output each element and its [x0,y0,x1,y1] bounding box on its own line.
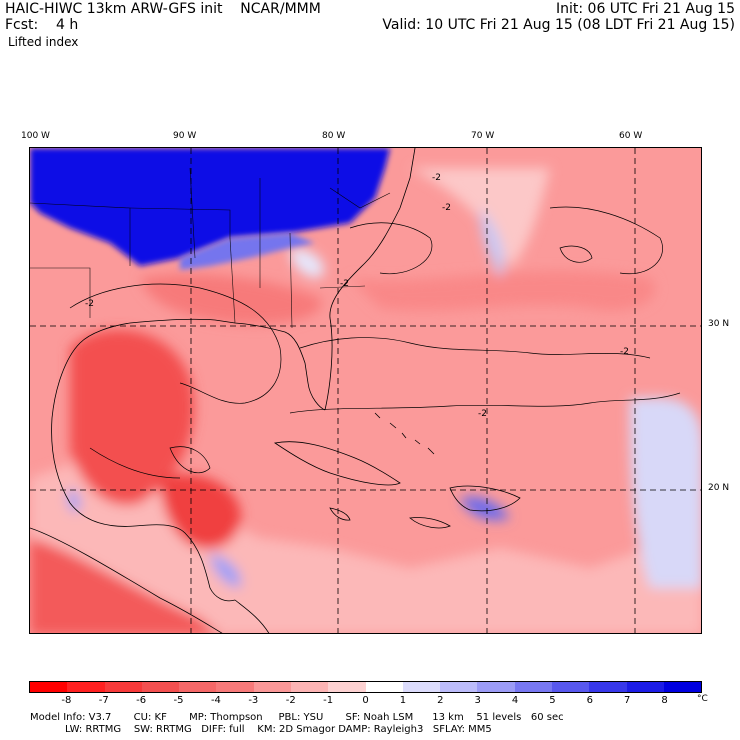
color-scale-tick-label: 0 [362,695,369,706]
color-scale-swatch [514,682,552,692]
color-scale-tick-label: -1 [323,695,334,706]
valid-time: Valid: 10 UTC Fri 21 Aug 15 (08 LDT Fri … [382,17,735,33]
lifted-index-map: -2 -2 -2 -2 -2 -2 [29,147,702,634]
color-scale-swatch [67,682,105,692]
state-borders [30,167,391,329]
color-scale-tick-label: -2 [285,695,296,706]
forecast-hour: Fcst: 4 h [5,17,79,33]
color-scale-tick-label: 6 [586,695,594,706]
lon-label-80w: 80 W [322,131,346,141]
graticule [30,148,701,633]
contour-minus2 [69,206,681,479]
color-scale-swatch [104,682,142,692]
color-scale-swatch [30,682,68,692]
model-info-line1: Model Info: V3.7 CU: KF MP: Thompson PBL… [30,712,564,723]
model-title: HAIC-HIWC 13km ARW-GFS init NCAR/MMM [5,1,321,17]
contour-label: -2 [478,409,487,419]
stable-air-region [30,148,390,266]
color-scale-tick-label: 3 [474,695,481,706]
color-scale-tick-label: -4 [210,695,221,706]
color-scale-swatch [179,682,217,692]
contour-label: -2 [442,203,451,213]
color-scale-tick-label: -5 [173,695,184,706]
unit-label: °C [697,694,708,704]
color-scale-tick-label: -7 [98,695,109,706]
color-scale-tick-label: 5 [549,695,556,706]
color-scale-tick-label: 7 [624,695,631,706]
contour-labels: -2 -2 -2 -2 -2 -2 [85,173,629,419]
color-scale-swatch [365,682,403,692]
color-scale-tick-label: -6 [136,695,147,706]
color-scale-swatch [328,682,366,692]
color-scale-bar [29,681,702,693]
contour-label: -2 [85,299,94,309]
lon-label-90w: 90 W [173,131,197,141]
color-scale-swatch [663,682,702,692]
color-scale-swatch [290,682,329,692]
stable-air-edge [180,233,315,270]
lon-label-100w: 100 W [21,131,50,141]
init-time: Init: 06 UTC Fri 21 Aug 15 [555,1,735,17]
color-scale-swatch [141,682,180,692]
color-scale-tick-label: 4 [511,695,519,706]
color-scale-swatch [477,682,515,692]
color-scale-swatch [253,682,291,692]
color-scale-tick-label: -8 [61,695,72,706]
color-scale-tick-label: 8 [661,695,668,706]
color-scale-swatch [551,682,590,692]
lat-label-30n: 30 N [708,319,730,329]
color-scale-tick-label: 2 [437,695,444,706]
color-scale-swatch [626,682,664,692]
lon-label-70w: 70 W [471,131,495,141]
map-canvas: -2 -2 -2 -2 -2 -2 [30,148,701,633]
color-scale-swatch [440,682,478,692]
color-scale-tick-label: -3 [248,695,259,706]
contour-label: -2 [340,279,349,289]
lon-label-60w: 60 W [619,131,643,141]
contour-label: -2 [432,173,441,183]
color-scale-swatch [402,682,441,692]
color-scale-tick-label: 1 [399,695,407,706]
color-scale-swatch [589,682,627,692]
coastlines [30,148,521,633]
contour-label: -2 [620,347,629,357]
color-scale-swatch [216,682,254,692]
lat-label-20n: 20 N [708,483,730,493]
shading-layer [30,168,701,633]
field-name: Lifted index [8,35,79,49]
model-info-line2: LW: RRTMG SW: RRTMG DIFF: full KM: 2D Sm… [30,724,492,735]
